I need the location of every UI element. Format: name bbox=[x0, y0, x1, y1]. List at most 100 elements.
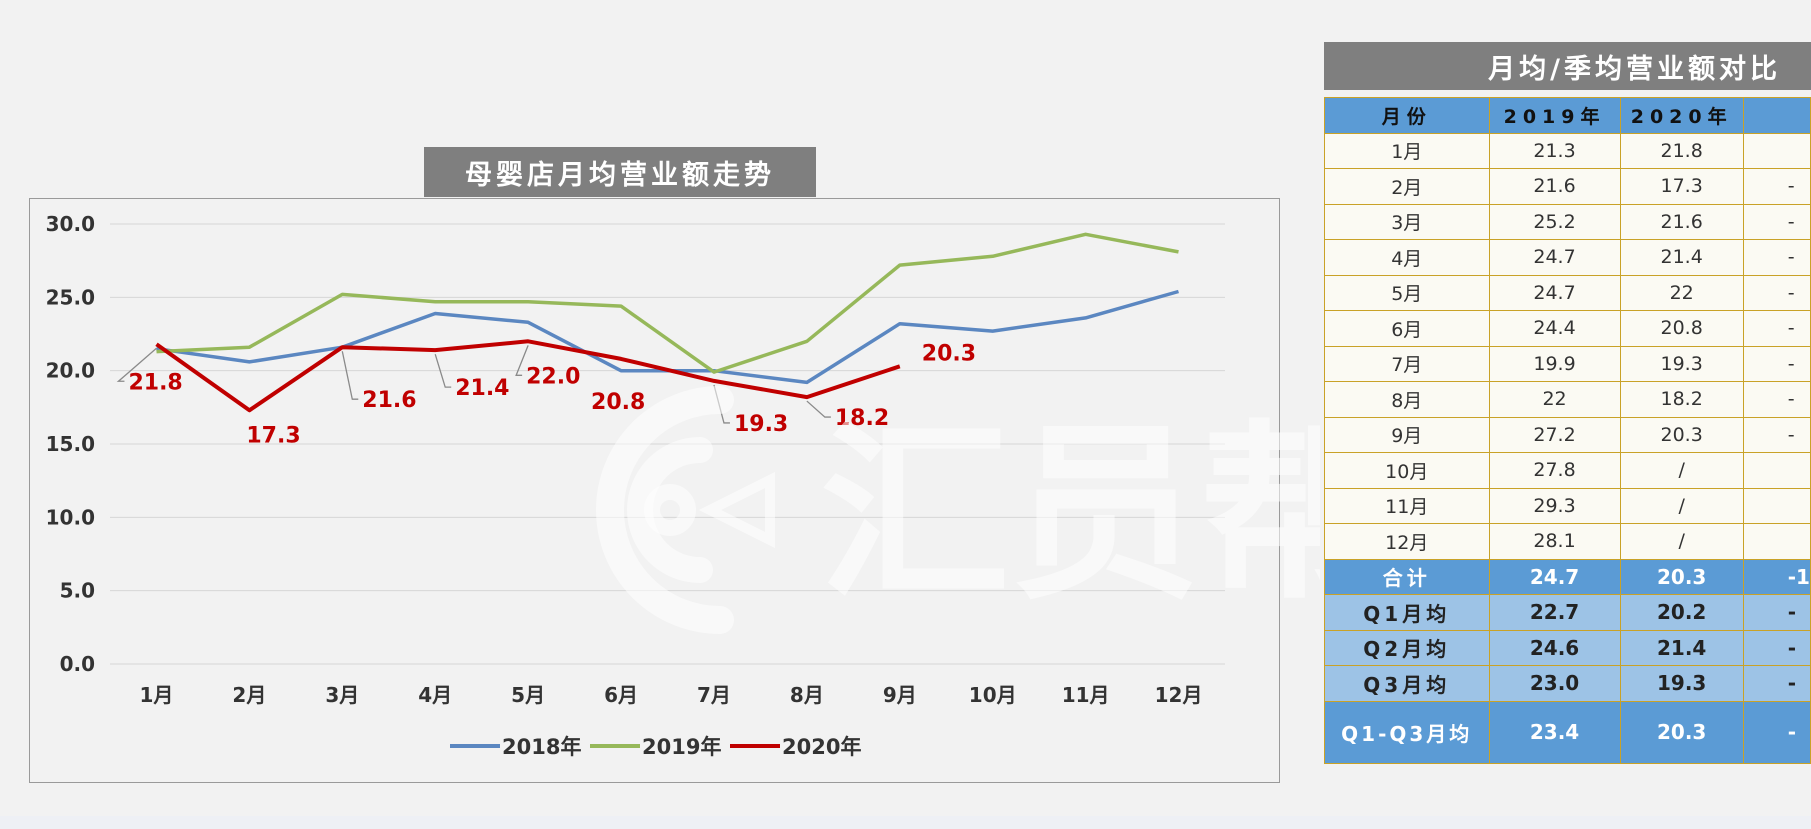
table-cell bbox=[1742, 452, 1811, 489]
table-row: 9月 27.2 20.3- bbox=[1324, 416, 1811, 453]
x-tick-label: 2月 bbox=[232, 683, 266, 707]
table-cell: 20.8 bbox=[1619, 310, 1744, 347]
y-tick-label: 10.0 bbox=[46, 505, 95, 529]
series-line bbox=[156, 232, 1179, 374]
table-cell: 19.3 bbox=[1619, 345, 1744, 382]
table-cell: - bbox=[1742, 665, 1811, 702]
data-label: 18.2 bbox=[835, 406, 889, 431]
table-cell: 21.4 bbox=[1619, 629, 1744, 666]
table-cell: 2020年 bbox=[1619, 97, 1744, 134]
x-tick-label: 5月 bbox=[511, 683, 545, 707]
leader-line bbox=[713, 384, 730, 424]
table-quarter-row: Q3月均 23.0 19.3- bbox=[1324, 665, 1811, 702]
data-label: 20.8 bbox=[591, 390, 645, 415]
table-cell: 22 bbox=[1488, 381, 1621, 418]
table-cell: 21.6 bbox=[1488, 168, 1621, 205]
table-q1-q3-row: Q1-Q3月均 23.4 20.3- bbox=[1324, 700, 1811, 764]
table-cell: 20.3 bbox=[1619, 700, 1744, 764]
table-cell: - bbox=[1742, 629, 1811, 666]
table-cell: 29.3 bbox=[1488, 487, 1621, 524]
table-cell: 1月 bbox=[1324, 132, 1490, 169]
table-cell: Q1-Q3月均 bbox=[1324, 700, 1490, 764]
table-cell: 24.7 bbox=[1488, 274, 1621, 311]
x-tick-label: 8月 bbox=[790, 683, 824, 707]
table-cell: 25.2 bbox=[1488, 203, 1621, 240]
x-tick-label: 3月 bbox=[325, 683, 359, 707]
data-label: 22.0 bbox=[526, 364, 580, 389]
table-row: 4月 24.7 21.4- bbox=[1324, 239, 1811, 276]
comparison-table: 月份 2019年 2020年 1月 21.3 21.8 2月 21.6 17.3-3月 25.2 2… bbox=[1324, 97, 1811, 764]
table-cell: 24.4 bbox=[1488, 310, 1621, 347]
table-row: 10月 27.8/ bbox=[1324, 452, 1811, 489]
table-cell: 22 bbox=[1619, 274, 1744, 311]
table-row: 8月 22 18.2- bbox=[1324, 381, 1811, 418]
table-cell: 27.2 bbox=[1488, 416, 1621, 453]
table-cell: 21.3 bbox=[1488, 132, 1621, 169]
table-row: 1月 21.3 21.8 bbox=[1324, 132, 1811, 169]
table-cell: - bbox=[1742, 239, 1811, 276]
table-row: 12月 28.1/ bbox=[1324, 523, 1811, 560]
table-cell: 24.7 bbox=[1488, 558, 1621, 595]
leader-line bbox=[806, 400, 831, 418]
table-cell: 21.6 bbox=[1619, 203, 1744, 240]
table-cell: - bbox=[1742, 700, 1811, 764]
table-cell: 2019年 bbox=[1488, 97, 1621, 134]
bottom-strip bbox=[0, 816, 1811, 829]
table-cell: 23.4 bbox=[1488, 700, 1621, 764]
table-cell: 月份 bbox=[1324, 97, 1490, 134]
data-label: 19.3 bbox=[734, 412, 788, 437]
table-cell: 2月 bbox=[1324, 168, 1490, 205]
table-cell: / bbox=[1619, 487, 1744, 524]
table-row: 7月 19.9 19.3- bbox=[1324, 345, 1811, 382]
data-label: 21.6 bbox=[362, 388, 416, 413]
table-cell bbox=[1742, 132, 1811, 169]
table-cell: - bbox=[1742, 274, 1811, 311]
y-tick-label: 20.0 bbox=[46, 359, 95, 383]
table-cell: 9月 bbox=[1324, 416, 1490, 453]
leader-line bbox=[515, 345, 529, 376]
table-cell: 17.3 bbox=[1619, 168, 1744, 205]
data-label: 20.3 bbox=[922, 341, 976, 366]
legend-label: 2018年 bbox=[502, 735, 581, 759]
table-cell: 10月 bbox=[1324, 452, 1490, 489]
table-quarter-row: Q2月均 24.6 21.4- bbox=[1324, 629, 1811, 666]
table-cell: - bbox=[1742, 168, 1811, 205]
x-tick-label: 12月 bbox=[1155, 683, 1203, 707]
table-row: 2月 21.6 17.3- bbox=[1324, 168, 1811, 205]
table-cell: / bbox=[1619, 523, 1744, 560]
table-cell: 24.7 bbox=[1488, 239, 1621, 276]
table-cell bbox=[1742, 487, 1811, 524]
table-cell: -1 bbox=[1742, 558, 1811, 595]
table-quarter-row: Q1月均 22.7 20.2- bbox=[1324, 594, 1811, 631]
table-cell: 5月 bbox=[1324, 274, 1490, 311]
table-cell: - bbox=[1742, 416, 1811, 453]
y-tick-label: 25.0 bbox=[46, 285, 95, 309]
table-cell: - bbox=[1742, 594, 1811, 631]
data-label: 21.4 bbox=[455, 376, 509, 401]
chart-title: 母婴店月均营业额走势 bbox=[424, 147, 816, 197]
table-cell: 24.6 bbox=[1488, 629, 1621, 666]
table-cell: 20.3 bbox=[1619, 416, 1744, 453]
table-cell: Q3月均 bbox=[1324, 665, 1490, 702]
leader-line bbox=[341, 351, 359, 400]
table-cell bbox=[1742, 523, 1811, 560]
table-cell: 22.7 bbox=[1488, 594, 1621, 631]
leader-line bbox=[434, 353, 452, 388]
y-tick-label: 0.0 bbox=[60, 652, 95, 676]
table-cell: Q1月均 bbox=[1324, 594, 1490, 631]
table-header-row: 月份 2019年 2020年 bbox=[1324, 97, 1811, 134]
x-tick-label: 9月 bbox=[883, 683, 917, 707]
series-line bbox=[155, 339, 901, 413]
table-cell: 19.3 bbox=[1619, 665, 1744, 702]
table-cell: 19.9 bbox=[1488, 345, 1621, 382]
table-cell: - bbox=[1742, 381, 1811, 418]
table-cell: 12月 bbox=[1324, 523, 1490, 560]
table-cell: 3月 bbox=[1324, 203, 1490, 240]
table-cell: 28.1 bbox=[1488, 523, 1621, 560]
table-cell: Q2月均 bbox=[1324, 629, 1490, 666]
table-cell: 合计 bbox=[1324, 558, 1490, 595]
table-cell: 4月 bbox=[1324, 239, 1490, 276]
table-cell: 6月 bbox=[1324, 310, 1490, 347]
x-tick-label: 6月 bbox=[604, 683, 638, 707]
table-cell: - bbox=[1742, 345, 1811, 382]
